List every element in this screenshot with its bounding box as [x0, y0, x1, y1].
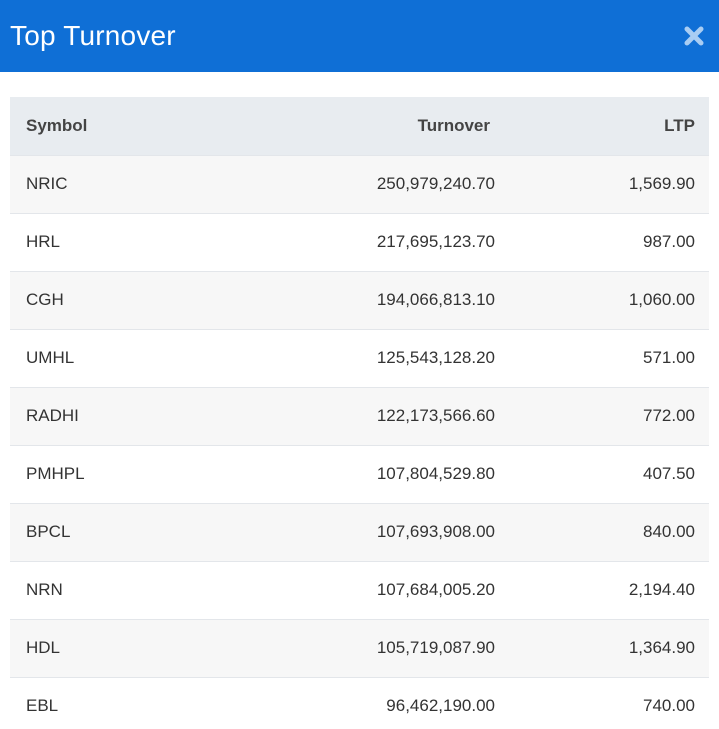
cell-ltp: 407.50: [643, 464, 695, 483]
cell-ltp: 740.00: [643, 696, 695, 716]
cell-symbol[interactable]: HRL: [26, 232, 61, 251]
cell-ltp: 571.00: [643, 348, 695, 367]
column-header-ltp[interactable]: LTP: [664, 115, 695, 135]
cell-symbol[interactable]: EBL: [26, 696, 59, 716]
turnover-table: Symbol Turnover LTP NRIC 250,979,240.70 …: [10, 97, 709, 729]
cell-turnover: 250,979,240.70: [376, 174, 495, 193]
cell-ltp: 772.00: [643, 406, 695, 425]
cell-symbol[interactable]: RADHI: [26, 406, 79, 425]
table-body: NRIC 250,979,240.70 1,569.90 HRL 217,695…: [10, 155, 709, 729]
column-header-turnover[interactable]: Turnover: [417, 115, 490, 135]
cell-ltp: 1,364.90: [628, 638, 695, 657]
table-row[interactable]: HDL 105,719,087.90 1,364.90: [10, 619, 709, 677]
cell-symbol[interactable]: BPCL: [26, 522, 71, 541]
cell-symbol[interactable]: HDL: [26, 638, 61, 657]
table-row[interactable]: NRIC 250,979,240.70 1,569.90: [10, 155, 709, 213]
modal-body: Symbol Turnover LTP NRIC 250,979,240.70 …: [0, 72, 719, 729]
cell-symbol[interactable]: NRIC: [26, 174, 68, 193]
table-row[interactable]: RADHI 122,173,566.60 772.00: [10, 387, 709, 445]
table-row[interactable]: NRN 107,684,005.20 2,194.40: [10, 561, 709, 619]
table-row[interactable]: BPCL 107,693,908.00 840.00: [10, 503, 709, 561]
table-header-row: Symbol Turnover LTP: [10, 97, 709, 155]
table-row[interactable]: UMHL 125,543,128.20 571.00: [10, 329, 709, 387]
table-row[interactable]: HRL 217,695,123.70 987.00: [10, 213, 709, 271]
cell-ltp: 987.00: [643, 232, 695, 251]
close-button[interactable]: [681, 23, 707, 49]
cell-turnover: 107,684,005.20: [376, 580, 495, 599]
cell-ltp: 1,060.00: [628, 290, 695, 309]
cell-ltp: 1,569.90: [628, 174, 695, 193]
table-head: Symbol Turnover LTP: [10, 97, 709, 155]
cell-turnover: 125,543,128.20: [376, 348, 495, 367]
cell-symbol[interactable]: PMHPL: [26, 464, 85, 483]
cell-turnover: 107,693,908.00: [376, 522, 495, 541]
cell-turnover: 217,695,123.70: [376, 232, 495, 251]
modal-header: Top Turnover: [0, 0, 719, 72]
cell-symbol[interactable]: NRN: [26, 580, 63, 599]
table-row[interactable]: EBL 96,462,190.00 740.00: [10, 677, 709, 729]
cell-turnover: 194,066,813.10: [376, 290, 495, 309]
cell-symbol[interactable]: UMHL: [26, 348, 75, 367]
column-header-symbol[interactable]: Symbol: [26, 115, 88, 135]
cell-turnover: 107,804,529.80: [376, 464, 495, 483]
cell-turnover: 96,462,190.00: [386, 696, 495, 716]
cell-symbol[interactable]: CGH: [26, 290, 64, 309]
cell-turnover: 105,719,087.90: [376, 638, 495, 657]
close-icon: [684, 26, 704, 46]
cell-ltp: 2,194.40: [628, 580, 695, 599]
cell-ltp: 840.00: [643, 522, 695, 541]
modal-title: Top Turnover: [10, 20, 176, 51]
table-row[interactable]: PMHPL 107,804,529.80 407.50: [10, 445, 709, 503]
table-row[interactable]: CGH 194,066,813.10 1,060.00: [10, 271, 709, 329]
cell-turnover: 122,173,566.60: [376, 406, 495, 425]
